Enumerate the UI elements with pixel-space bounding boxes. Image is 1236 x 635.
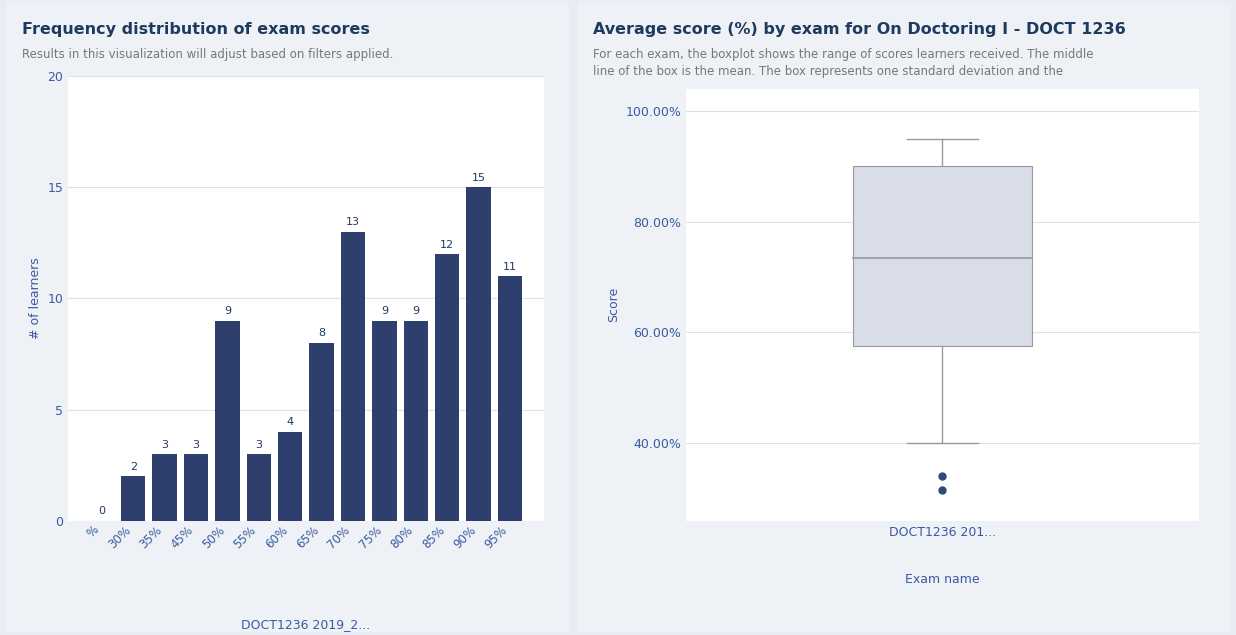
Bar [372, 321, 397, 521]
Text: 3: 3 [193, 439, 199, 450]
Point [933, 485, 953, 495]
Text: 4: 4 [287, 417, 294, 427]
Bar [403, 321, 428, 521]
Text: 3: 3 [161, 439, 168, 450]
FancyBboxPatch shape [853, 166, 1032, 346]
Bar [184, 454, 209, 521]
Text: 2: 2 [130, 462, 137, 472]
Text: Frequency distribution of exam scores: Frequency distribution of exam scores [22, 22, 370, 37]
Bar [498, 276, 522, 521]
Text: 12: 12 [440, 239, 455, 250]
Bar [341, 232, 366, 521]
Text: 15: 15 [472, 173, 486, 183]
Text: Results in this visualization will adjust based on filters applied.: Results in this visualization will adjus… [22, 48, 393, 60]
Y-axis label: # of learners: # of learners [28, 258, 42, 339]
Text: 13: 13 [346, 217, 360, 227]
Text: 9: 9 [413, 306, 419, 316]
Text: 3: 3 [256, 439, 262, 450]
Text: DOCT1236 2019_2...: DOCT1236 2019_2... [241, 618, 371, 631]
Text: 9: 9 [224, 306, 231, 316]
Bar [466, 187, 491, 521]
Text: 11: 11 [503, 262, 517, 272]
Bar [215, 321, 240, 521]
Text: 8: 8 [318, 328, 325, 338]
Bar [121, 476, 146, 521]
Y-axis label: Score: Score [607, 287, 619, 323]
Bar [435, 254, 460, 521]
Text: Exam name: Exam name [905, 573, 980, 585]
Text: line of the box is the mean. The box represents one standard deviation and the: line of the box is the mean. The box rep… [593, 65, 1063, 77]
Point [933, 471, 953, 481]
Bar [152, 454, 177, 521]
Bar [278, 432, 303, 521]
Bar [309, 343, 334, 521]
Bar [246, 454, 271, 521]
Text: 9: 9 [381, 306, 388, 316]
Text: 0: 0 [99, 506, 105, 516]
Text: Average score (%) by exam for On Doctoring I - DOCT 1236: Average score (%) by exam for On Doctori… [593, 22, 1126, 37]
Text: For each exam, the boxplot shows the range of scores learners received. The midd: For each exam, the boxplot shows the ran… [593, 48, 1094, 60]
